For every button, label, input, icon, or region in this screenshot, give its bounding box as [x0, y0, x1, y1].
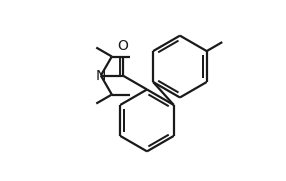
Text: O: O: [117, 39, 128, 53]
Text: N: N: [96, 69, 106, 83]
